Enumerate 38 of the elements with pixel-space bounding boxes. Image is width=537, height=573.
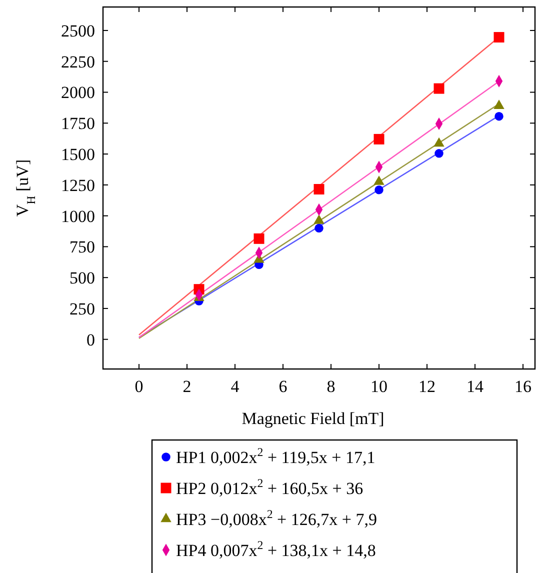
y-tick-label: 1000 [61,206,95,226]
x-axis-title: Magnetic Field [mT] [242,409,384,428]
legend-label: HP3 −0,008x$^{2}$ + 126,7x + 7,9 [176,507,377,529]
point [314,184,324,194]
x-tick-label: 2 [182,377,192,396]
x-tick-label: 10 [370,377,388,396]
point [494,100,504,109]
legend-label: HP2 0,012x$^{2}$ + 160,5x + 36 [176,476,364,498]
point [494,112,504,121]
y-tick-label: 2000 [61,83,95,102]
point [374,176,384,185]
x-tick-label: 6 [278,377,288,396]
y-tick-label: 250 [70,299,95,318]
y-tick-label: 2250 [61,52,95,72]
x-tick-label: 12 [418,377,436,396]
point [314,224,324,233]
x-tick-label: 14 [466,377,484,396]
point [434,137,444,147]
point [434,149,444,158]
point [374,134,384,144]
y-tick-label: 0 [86,330,95,350]
y-tick-label: 1500 [61,145,95,164]
point [314,214,324,224]
legend-label: HP1 0,002x$^{2}$ + 119,5x + 17,1 [176,445,376,467]
x-tick-label: 8 [326,377,336,396]
y-tick-label: 1750 [61,114,95,134]
point [494,32,504,43]
x-tick-label: 4 [230,377,240,396]
y-tick-label: 750 [70,238,95,257]
point [254,233,264,244]
point [374,185,384,194]
y-tick-label: 2500 [61,21,95,40]
point [434,83,444,94]
y-tick-label: 1250 [61,176,95,195]
legend-label: HP4 0,007x$^{2}$ + 138,1x + 14,8 [176,538,376,560]
y-tick-label: 500 [70,268,95,288]
x-tick-label: 0 [134,377,144,396]
x-tick-label: 16 [514,377,532,396]
